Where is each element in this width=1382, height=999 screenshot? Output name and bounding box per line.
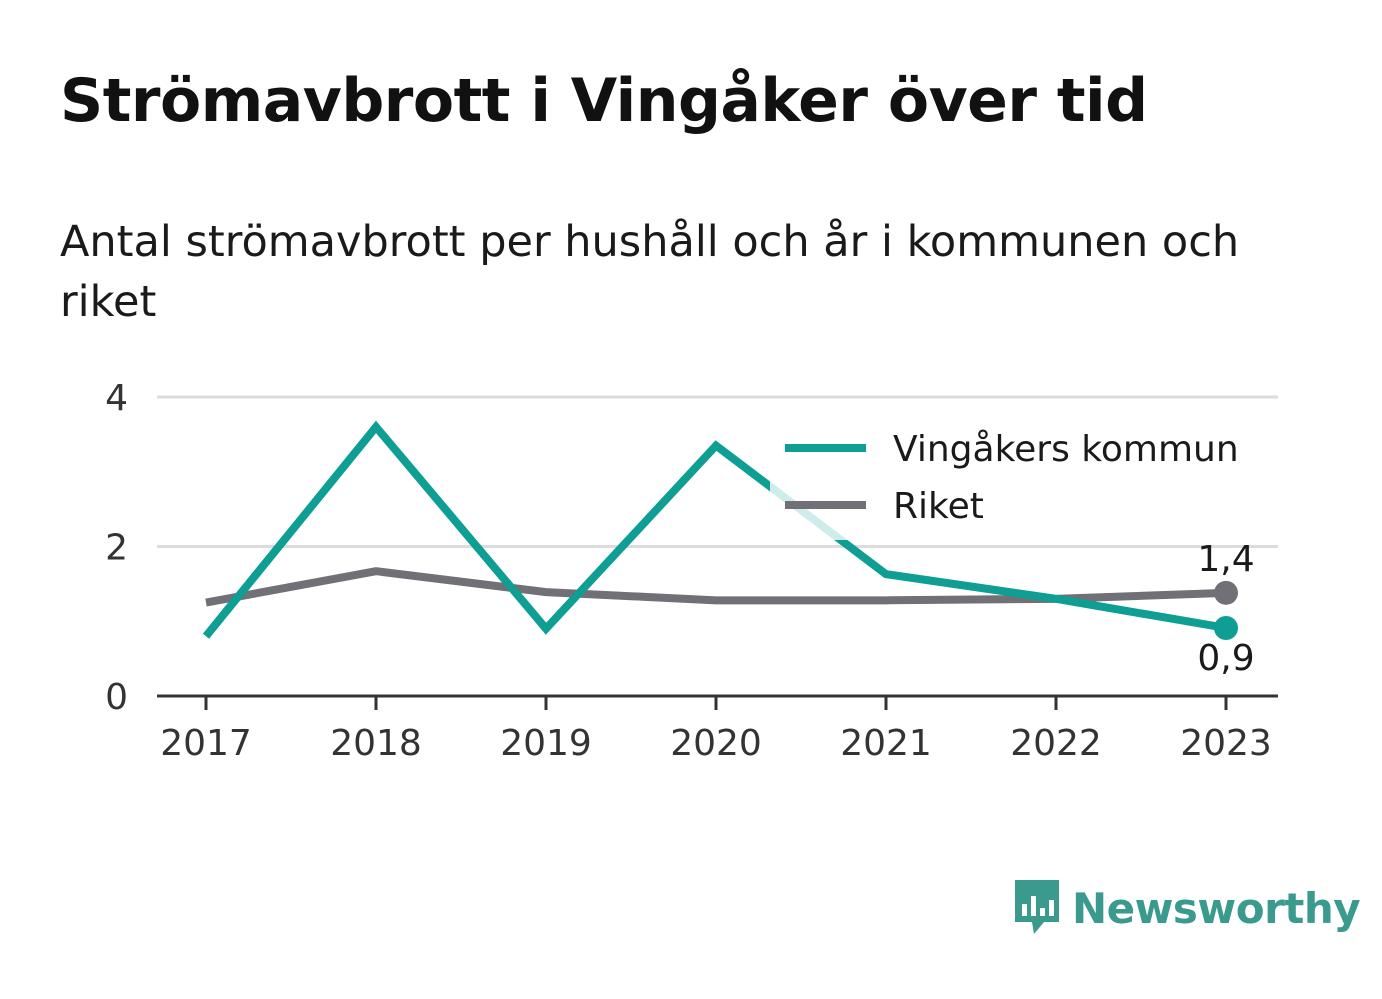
newsworthy-logo: Newsworthy xyxy=(1012,878,1361,938)
x-tick-label: 2017 xyxy=(160,723,252,764)
kommun-end-marker xyxy=(1214,615,1238,640)
newsworthy-chart-bubble-icon xyxy=(1015,880,1059,934)
y-tick-label: 4 xyxy=(105,378,128,419)
x-tick-label: 2021 xyxy=(840,723,932,764)
y-tick-label: 2 xyxy=(105,528,128,569)
chart-subtitle: Antal strömavbrott per hushåll och år i … xyxy=(60,217,1240,327)
x-tick-label: 2018 xyxy=(330,723,422,764)
legend-riket-label: Riket xyxy=(893,486,984,527)
chart-title: Strömavbrott i Vingåker över tid xyxy=(60,66,1148,136)
brand-name: Newsworthy xyxy=(1072,883,1361,933)
kommun-end-label: 0,9 xyxy=(1197,638,1254,679)
x-tick-label: 2023 xyxy=(1180,723,1272,764)
x-tick-label: 2019 xyxy=(500,723,592,764)
riket-end-marker xyxy=(1214,580,1238,605)
riket-end-label: 1,4 xyxy=(1197,539,1254,580)
y-tick-label: 0 xyxy=(105,677,128,718)
x-tick-label: 2020 xyxy=(670,723,762,764)
legend-kommun-label: Vingåkers kommun xyxy=(893,429,1239,470)
x-tick-label: 2022 xyxy=(1010,723,1102,764)
legend-background xyxy=(770,420,1250,540)
